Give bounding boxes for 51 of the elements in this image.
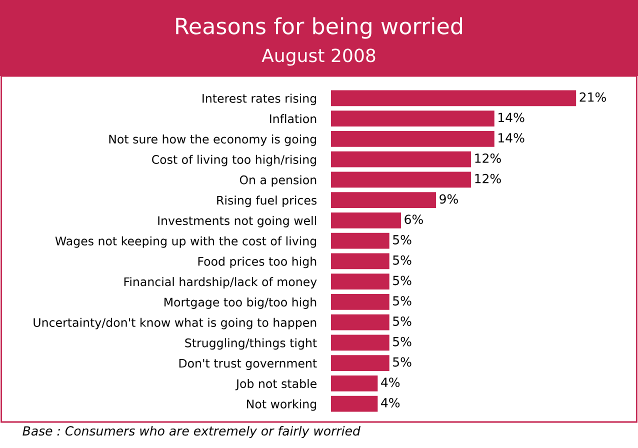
data-label: 21% — [580, 92, 606, 102]
y-tick-label: Wages not keeping up with the cost of living — [55, 236, 316, 248]
y-tick-label: Uncertainty/don't know what is going to happen — [34, 318, 316, 330]
y-tick-label: Mortgage too big/too high — [164, 297, 316, 309]
bar — [331, 334, 390, 351]
bar — [331, 192, 436, 208]
chart-title: Reasons for being worried — [176, 17, 462, 39]
bar — [331, 110, 494, 127]
data-label: 5% — [393, 234, 412, 244]
data-label: 4% — [381, 398, 400, 408]
data-label: 12% — [475, 174, 501, 184]
y-tick-label: Job not stable — [235, 378, 316, 390]
data-label: 4% — [381, 378, 400, 388]
bar — [331, 130, 494, 147]
y-tick-label: Rising fuel prices — [217, 196, 317, 208]
y-tick-label: Cost of living too high/rising — [152, 154, 316, 166]
data-label: 5% — [393, 255, 412, 265]
data-label: 9% — [440, 194, 458, 204]
bar — [331, 396, 378, 412]
bar — [331, 314, 390, 330]
data-label: 5% — [393, 276, 412, 286]
data-label: 14% — [498, 133, 524, 143]
y-tick-label: Food prices too high — [198, 256, 316, 268]
y-tick-label: Not working — [247, 399, 316, 411]
bar — [331, 212, 402, 228]
y-tick-label: Not sure how the economy is going — [109, 134, 316, 146]
y-tick-label: Struggling/things tight — [185, 338, 317, 350]
data-label: 12% — [475, 153, 501, 163]
data-label: 5% — [393, 316, 412, 326]
chart-subtitle: August 2008 — [262, 48, 376, 66]
bar — [331, 294, 390, 310]
data-label: 5% — [393, 336, 412, 346]
bar — [331, 151, 472, 168]
data-label: 5% — [393, 296, 412, 306]
y-tick-label: Interest rates rising — [202, 94, 316, 106]
data-label: 6% — [404, 214, 423, 224]
bar — [331, 375, 378, 392]
data-label: 14% — [498, 112, 524, 122]
data-label: 5% — [393, 357, 412, 367]
y-tick-label: Investments not going well — [158, 216, 316, 228]
y-tick-label: Financial hardship/lack of money — [124, 277, 317, 289]
bar — [331, 172, 472, 188]
y-tick-label: Inflation — [270, 114, 316, 124]
bar — [331, 274, 390, 290]
bar — [331, 253, 390, 270]
text: Base : Consumers who are extremely or fairly worried — [22, 426, 360, 438]
bar — [331, 232, 390, 249]
y-tick-label: Don't trust government — [179, 358, 317, 370]
bar — [331, 355, 390, 372]
bar — [331, 90, 576, 106]
y-tick-label: On a pension — [240, 175, 316, 187]
